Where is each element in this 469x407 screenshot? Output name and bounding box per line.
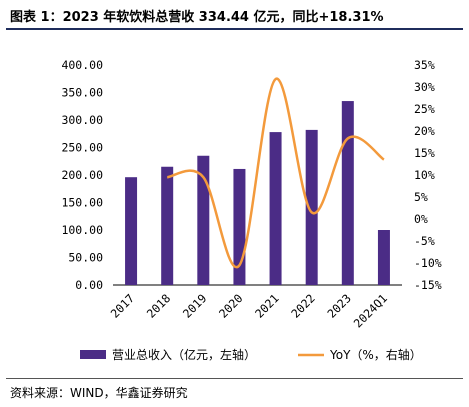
right-axis-tick-label: 30% (414, 80, 435, 94)
legend-label-revenue: 营业总收入（亿元，左轴） (112, 347, 256, 362)
revenue-bar (269, 132, 282, 285)
x-axis-tick-label: 2020 (216, 291, 246, 321)
right-axis-tick-label: -15% (414, 278, 442, 292)
legend-swatch-revenue (80, 350, 106, 359)
left-axis-tick-label: 300.00 (61, 113, 103, 127)
x-axis-tick-label: 2017 (108, 291, 138, 321)
right-axis-tick-label: 10% (414, 168, 435, 182)
right-axis-tick-label: 35% (414, 58, 435, 72)
revenue-bar (125, 177, 138, 285)
right-axis-tick-label: 20% (414, 124, 435, 138)
left-axis-tick-label: 50.00 (68, 251, 103, 265)
yoy-line (166, 77, 385, 269)
source-rule (6, 378, 463, 379)
left-axis-tick-label: 100.00 (61, 223, 103, 237)
revenue-bar (377, 230, 390, 285)
left-axis-tick-label: 200.00 (61, 168, 103, 182)
x-axis-tick-label: 2018 (144, 291, 174, 321)
left-axis-tick-label: 250.00 (61, 141, 103, 155)
left-axis-tick-label: 0.00 (75, 278, 103, 292)
x-axis-tick-label: 2022 (288, 291, 317, 320)
x-axis-tick-label: 2021 (252, 291, 282, 321)
figure-title: 图表 1：2023 年软饮料总营收 334.44 亿元，同比+18.31% (10, 10, 384, 25)
legend-label-yoy: YoY（%，右轴） (329, 347, 422, 362)
revenue-bar (197, 155, 210, 285)
right-axis-tick-label: 25% (414, 102, 435, 116)
right-axis-tick-label: 15% (414, 146, 435, 160)
right-axis-tick-label: -5% (414, 234, 435, 248)
x-axis-tick-label: 2019 (180, 291, 210, 321)
x-axis-tick-label: 2023 (324, 291, 354, 321)
left-axis-tick-label: 350.00 (61, 86, 103, 100)
left-axis-tick-label: 400.00 (61, 58, 103, 72)
right-axis-tick-label: 5% (414, 190, 428, 204)
revenue-bar (341, 101, 354, 285)
title-rule (6, 28, 463, 30)
x-axis-tick-label: 2024Q1 (351, 291, 390, 330)
left-axis-tick-label: 150.00 (61, 196, 103, 210)
right-axis-tick-label: -10% (414, 256, 442, 270)
right-axis-tick-label: 0% (414, 212, 428, 226)
revenue-bar (305, 129, 318, 285)
source-note: 资料来源：WIND，华鑫证券研究 (10, 386, 188, 400)
revenue-bar (161, 166, 174, 285)
